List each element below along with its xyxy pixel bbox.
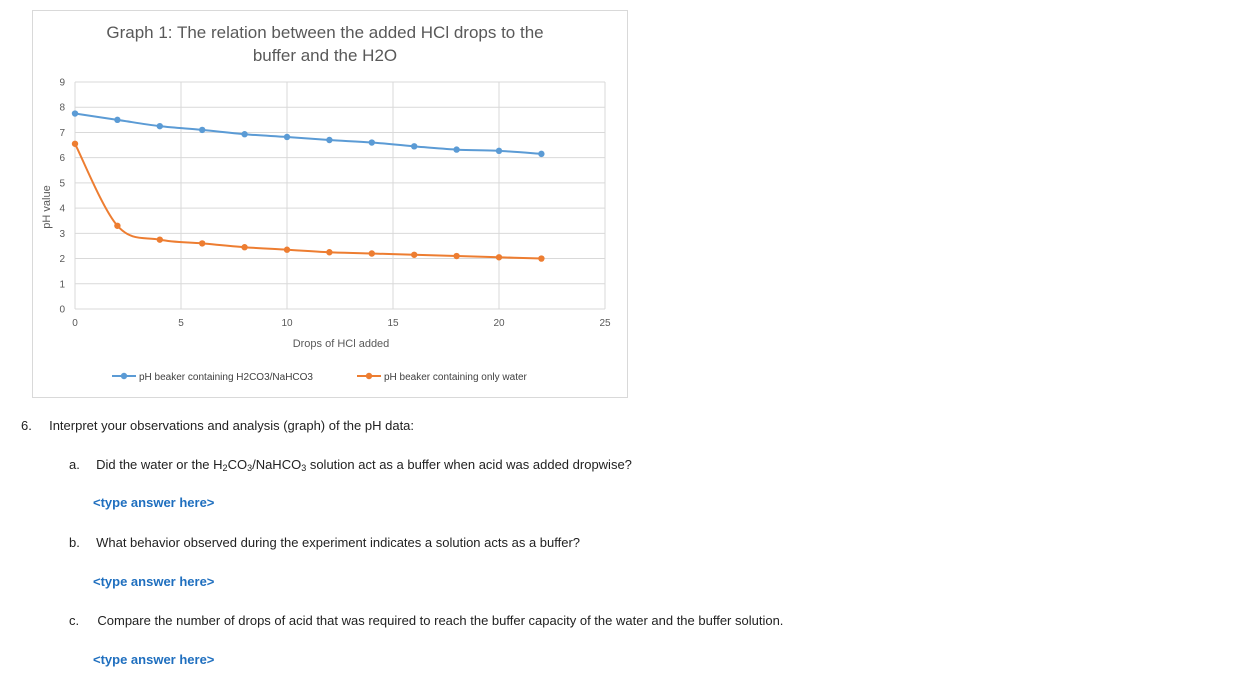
question-a-letter: a. — [69, 457, 80, 472]
data-point-series-1 — [241, 131, 248, 138]
data-point-series-1 — [326, 136, 333, 144]
y-tick-label: 0 — [59, 305, 65, 316]
series-line-1 — [74, 112, 542, 155]
question-b-letter: b. — [69, 535, 80, 550]
legend-label-1: pH beaker containing H2CO3/NaHCO3 — [139, 372, 313, 383]
y-tick-label: 5 — [59, 178, 65, 189]
data-point-series-1 — [538, 150, 545, 158]
data-point-series-2 — [114, 222, 121, 229]
question-6: 6. Interpret your observations and analy… — [21, 418, 414, 433]
chart-title-line2: buffer and the H2O — [253, 46, 397, 65]
legend-marker-1 — [120, 372, 128, 380]
data-point-series-1 — [283, 133, 291, 141]
question-c-letter: c. — [69, 613, 80, 628]
answer-a-field[interactable]: <type answer here> — [93, 495, 215, 510]
chart-title-line1: Graph 1: The relation between the added … — [106, 23, 543, 42]
y-tick-label: 9 — [59, 78, 65, 89]
data-point-series-2 — [538, 255, 545, 262]
line-chart: Graph 1: The relation between the added … — [41, 23, 611, 383]
data-point-series-2 — [283, 246, 291, 253]
y-tick-label: 6 — [59, 153, 65, 164]
y-tick-label: 4 — [59, 204, 65, 215]
x-tick-label: 20 — [493, 318, 505, 329]
data-point-series-1 — [199, 126, 206, 134]
data-point-series-1 — [453, 146, 460, 153]
y-tick-label: 3 — [59, 229, 65, 240]
data-point-series-1 — [411, 143, 418, 150]
data-point-series-2 — [199, 240, 206, 247]
data-point-series-1 — [71, 110, 79, 117]
question-6-number: 6. — [21, 418, 32, 433]
data-point-series-1 — [156, 122, 163, 130]
question-b: b. What behavior observed during the exp… — [69, 535, 580, 550]
question-a-text: Did the water or the H2CO3/NaHCO3 soluti… — [96, 457, 632, 473]
y-axis-title: pH value — [41, 185, 53, 228]
question-b-text: What behavior observed during the experi… — [96, 535, 581, 550]
x-tick-label: 25 — [599, 318, 611, 329]
chart-container: Graph 1: The relation between the added … — [32, 10, 628, 398]
y-tick-label: 8 — [59, 103, 65, 114]
legend-marker-2 — [365, 372, 373, 380]
y-tick-label: 1 — [59, 279, 65, 290]
y-tick-label: 2 — [59, 254, 65, 265]
y-tick-label: 7 — [59, 128, 65, 139]
data-point-series-2 — [71, 140, 79, 147]
x-tick-label: 15 — [387, 318, 399, 329]
x-axis-title: Drops of HCl added — [293, 338, 390, 350]
question-a: a. Did the water or the H2CO3/NaHCO3 sol… — [69, 457, 632, 473]
series-line-2 — [74, 143, 542, 260]
question-6-text: Interpret your observations and analysis… — [49, 418, 415, 433]
answer-b-field[interactable]: <type answer here> — [93, 574, 215, 589]
data-point-series-1 — [368, 139, 375, 146]
data-point-series-2 — [156, 236, 163, 243]
x-tick-label: 0 — [72, 318, 78, 329]
data-point-series-1 — [495, 147, 503, 155]
data-point-series-2 — [495, 254, 503, 261]
legend-label-2: pH beaker containing only water — [384, 372, 528, 383]
x-tick-label: 5 — [178, 318, 184, 329]
data-point-series-2 — [241, 244, 248, 251]
data-point-series-2 — [368, 250, 375, 257]
data-point-series-1 — [114, 116, 121, 124]
answer-c-field[interactable]: <type answer here> — [93, 652, 215, 667]
data-point-series-2 — [326, 249, 333, 256]
data-point-series-2 — [453, 252, 460, 260]
question-c-text: Compare the number of drops of acid that… — [97, 613, 784, 628]
x-tick-label: 10 — [281, 318, 293, 329]
data-point-series-2 — [411, 251, 418, 258]
question-c: c. Compare the number of drops of acid t… — [69, 613, 783, 628]
